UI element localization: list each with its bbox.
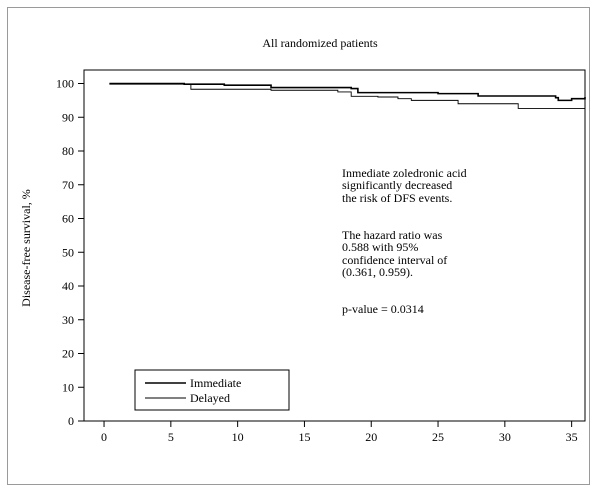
x-tick-label: 5 [168,430,174,444]
annotation-text: The hazard ratio was 0.588 with 95% conf… [342,227,448,279]
series-line-delayed [109,83,585,109]
y-axis-label: Disease-free survival, % [19,189,33,307]
legend-box [134,369,290,411]
x-tick-label: 30 [499,430,511,444]
legend-label: Delayed [190,391,230,405]
y-tick-label: 20 [62,347,74,361]
x-tick-label: 0 [101,430,107,444]
x-tick-label: 15 [298,430,310,444]
x-tick-label: 25 [432,430,444,444]
annotation-block: Inmediate zoledronic acid significantly … [342,154,572,340]
figure-frame [7,7,590,485]
y-tick-label: 40 [62,279,74,293]
axes: 0 10 20 30 40 50 60 70 80 90 100 0 5 10 15 20 25 30 35 [56,69,586,444]
y-tick-label: 50 [62,245,74,259]
x-tick-label: 20 [365,430,377,444]
x-tick-label: 35 [566,430,578,444]
y-tick-label: 80 [62,144,74,158]
y-tick-label: 30 [62,313,74,327]
annotation-text: p-value = 0.0314 [342,302,424,316]
series-line-immediate [109,82,586,102]
y-tick-label: 10 [62,380,74,394]
annotation-text: Inmediate zoledronic acid significantly … [342,165,467,205]
plot-area [109,82,586,109]
x-tick-label: 10 [232,430,244,444]
y-tick-label: 90 [62,110,74,124]
y-tick-label: 70 [62,178,74,192]
chart-title: All randomized patients [262,36,378,50]
legend-label: Immediate [190,376,241,390]
y-tick-label: 0 [68,414,74,428]
y-tick-label: 60 [62,212,74,226]
plot-box [83,69,586,422]
y-tick-label: 100 [56,77,74,91]
